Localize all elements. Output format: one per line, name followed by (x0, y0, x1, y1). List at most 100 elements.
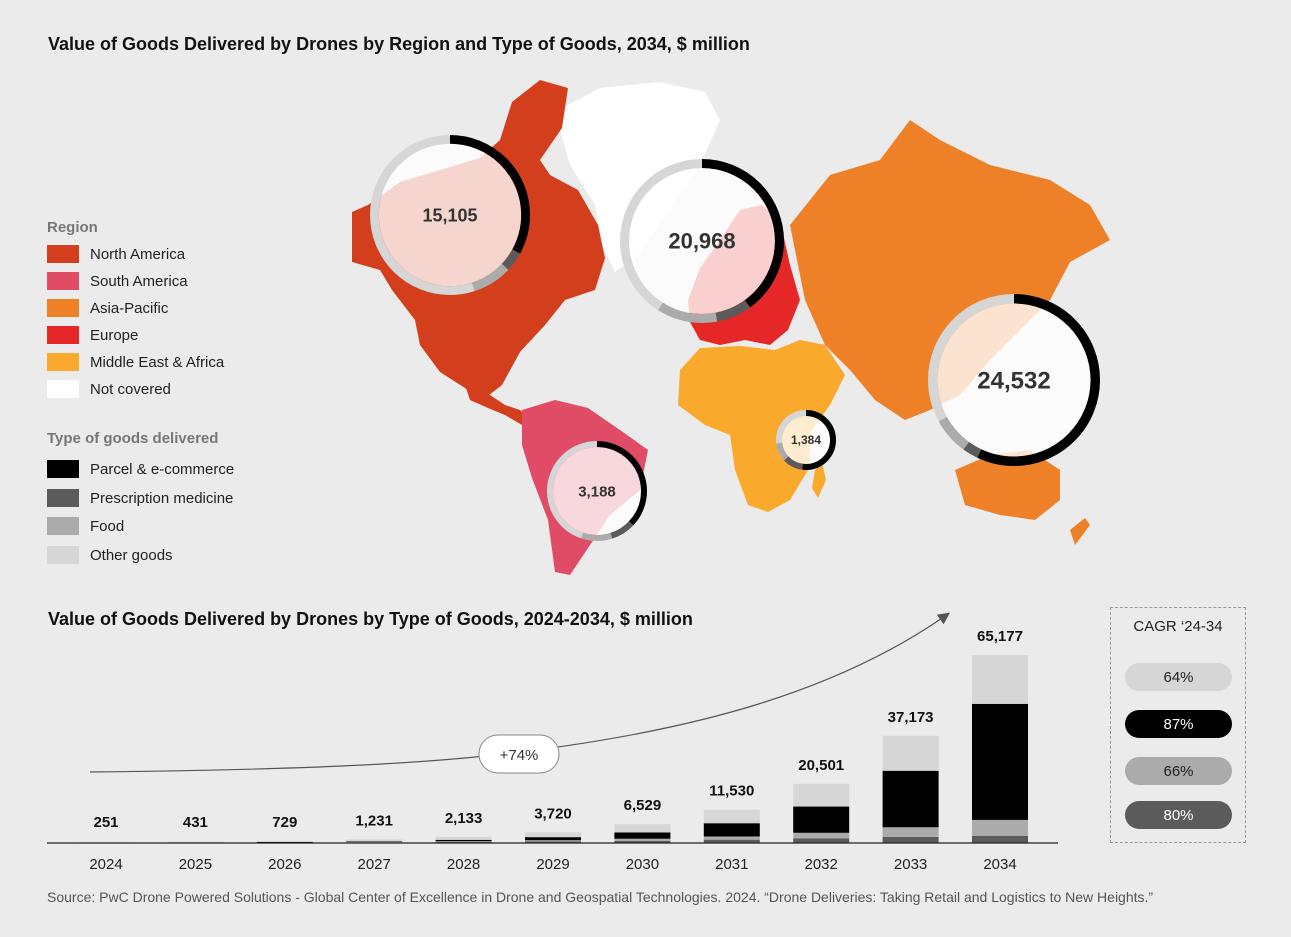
legend-item-goods: Prescription medicine (47, 488, 233, 508)
bar-segment (972, 819, 1028, 836)
x-tick-label: 2033 (894, 856, 927, 873)
total-value-label: 251 (93, 814, 118, 831)
bubble-segment-other (620, 158, 785, 323)
bubble-value-label: 3,188 (578, 483, 616, 500)
legend-label: Other goods (90, 546, 173, 564)
legend-swatch (47, 245, 79, 263)
goods-legend-title: Type of goods delivered (47, 430, 219, 447)
legend-swatch (47, 460, 79, 478)
bar-segment (793, 783, 850, 807)
bubble-fill (378, 143, 522, 287)
legend-item-goods: Food (47, 516, 124, 536)
x-tick-label: 2030 (626, 856, 659, 873)
legend-swatch (47, 489, 79, 507)
bar-segment (614, 838, 671, 841)
total-value-label: 65,177 (977, 628, 1023, 645)
bubble-fill (553, 447, 641, 535)
growth-annotation-label: +74% (500, 747, 539, 764)
legend-label: Middle East & Africa (90, 353, 225, 371)
bar-segment (972, 703, 1028, 820)
legend-item-region: North America (47, 244, 185, 264)
x-tick-label: 2034 (983, 856, 1016, 873)
total-value-label: 37,173 (888, 709, 934, 726)
bubble-segment-food (547, 441, 647, 541)
bar-segment (525, 832, 581, 838)
total-labels: 251 431 729 1,231 2,133 3,720 6,529 11,530 20,50… (93, 628, 1022, 831)
map-region-asia-pacific (790, 120, 1110, 420)
bar-segment (256, 841, 313, 843)
bar-segment (167, 841, 224, 843)
x-tick-label: 2029 (536, 856, 569, 873)
bubble-segment-food (620, 158, 785, 323)
x-tick-label: 2027 (358, 856, 391, 873)
total-value-label: 20,501 (798, 757, 844, 774)
cagr-value: 80% (1163, 806, 1194, 824)
bar-segment (793, 806, 850, 833)
bar-segment (346, 841, 403, 842)
legend-item-goods: Parcel & e-commerce (47, 459, 234, 479)
cagr-pill: 64% (1125, 663, 1232, 691)
total-value-label: 6,529 (624, 797, 662, 814)
bar-segment (614, 824, 671, 833)
cagr-title: CAGR ‘24-34 (1133, 618, 1223, 635)
bar-chart (78, 655, 1028, 844)
bar-segment (793, 838, 850, 843)
map-title: Value of Goods Delivered by Drones by Re… (48, 34, 750, 54)
legend-swatch (47, 353, 79, 371)
bar-segment (882, 836, 939, 843)
bubble-fill (629, 168, 775, 314)
total-value-label: 2,133 (445, 810, 483, 827)
legend-label: North America (90, 245, 186, 263)
bar-segment (525, 840, 581, 842)
bubble-fill (782, 416, 830, 464)
total-value-label: 1,231 (355, 812, 393, 829)
bar-segment (882, 735, 939, 771)
cagr-pill: 80% (1125, 801, 1232, 829)
bar-segment (882, 770, 939, 828)
cagr-pill: 66% (1125, 757, 1232, 785)
map-region-madagascar (812, 462, 826, 498)
source-note: Source: PwC Drone Powered Solutions - Gl… (47, 889, 1154, 905)
cagr-value: 64% (1163, 668, 1194, 686)
legend-label: Europe (90, 326, 139, 344)
bubble-value-label: 1,384 (791, 433, 821, 447)
legend-label: Food (90, 517, 125, 535)
bar-segment (435, 836, 492, 840)
x-tick-label: 2031 (715, 856, 748, 873)
cagr-value: 66% (1163, 762, 1194, 780)
map-region-australia (955, 450, 1060, 520)
bar-segment (703, 836, 760, 840)
legend-swatch (47, 299, 79, 317)
bubble-fill (937, 303, 1091, 457)
x-tick-label: 2032 (805, 856, 838, 873)
legend-item-region: South America (47, 271, 188, 291)
cagr-box: CAGR ‘24-34 64% 87% 66% 80% (1110, 607, 1246, 843)
bubble-segment-other (776, 410, 836, 470)
legend-swatch (47, 517, 79, 535)
legend-swatch (47, 546, 79, 564)
x-tick-label: 2028 (447, 856, 480, 873)
bar-segment (435, 841, 492, 843)
bubble-value-label: 15,105 (422, 205, 477, 225)
legend-label: South America (90, 272, 188, 290)
bar-segment (882, 827, 939, 837)
total-value-label: 3,720 (534, 805, 572, 822)
legend-item-region: Europe (47, 325, 138, 345)
bar-segment (256, 840, 313, 842)
region-bubbles: 15,105 20,968 24,532 1,384 3,188 (369, 135, 1101, 541)
bar-segment (703, 809, 760, 824)
total-value-label: 431 (183, 814, 208, 831)
bar-segment (972, 655, 1028, 704)
legend-swatch (47, 326, 79, 344)
bubble-segment-other (928, 294, 1101, 467)
cagr-pill: 87% (1125, 710, 1232, 738)
bar-segment (346, 839, 403, 842)
legend-swatch (47, 380, 79, 398)
legend-swatch (47, 272, 79, 290)
legend-item-region: Asia-Pacific (47, 298, 168, 318)
bar-segment (525, 841, 581, 843)
bar-segment (793, 832, 850, 839)
bar-segment (614, 840, 671, 843)
bar-segment (435, 839, 492, 842)
